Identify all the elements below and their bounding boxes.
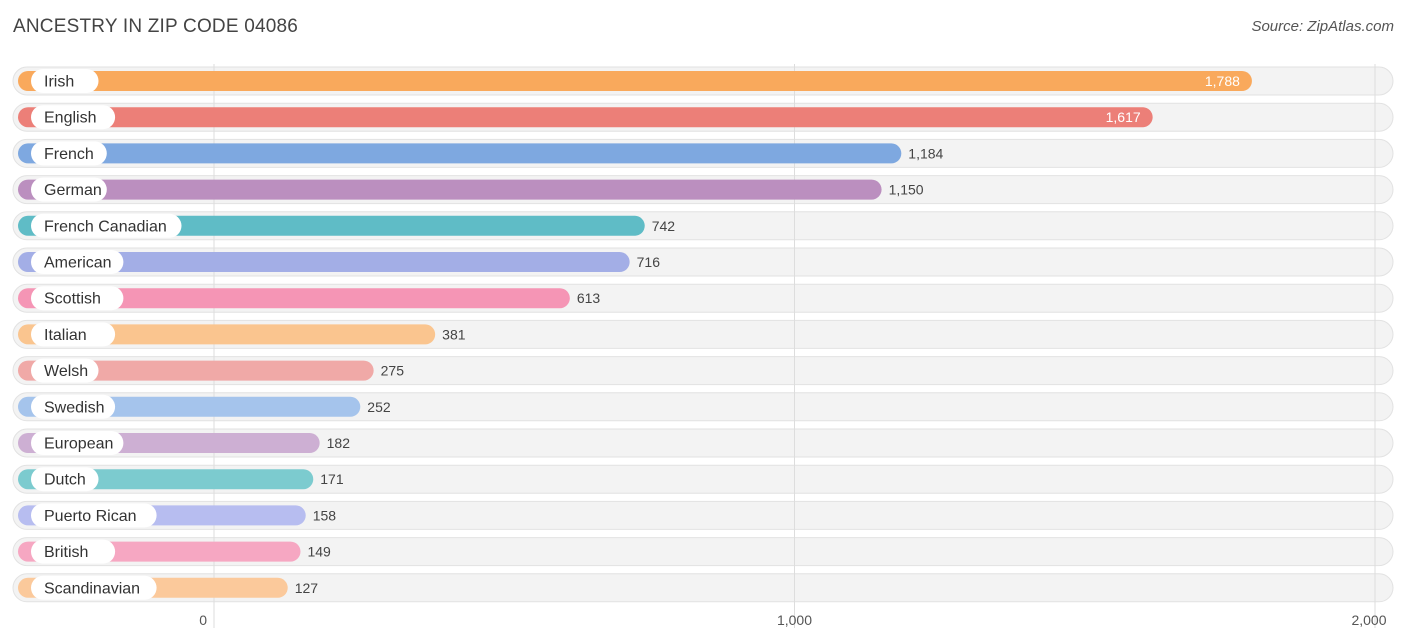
- bar: [18, 360, 374, 381]
- category-label: Irish: [44, 74, 74, 91]
- value-label: 127: [295, 580, 319, 596]
- category-label: Scottish: [44, 291, 101, 308]
- bar-row: Scottish 613: [18, 286, 601, 311]
- category-label-pill: [31, 105, 116, 130]
- chart-title: ANCESTRY IN ZIP CODE 04086: [13, 16, 299, 37]
- category-label: Dutch: [44, 472, 86, 489]
- bar: [18, 179, 882, 200]
- bar-row: American 716: [18, 250, 660, 274]
- x-tick-label: 1,000: [777, 612, 812, 628]
- value-label: 1,788: [1205, 73, 1240, 89]
- row-background: [12, 573, 1394, 603]
- value-label: 158: [313, 507, 337, 523]
- category-label-pill: [31, 467, 99, 492]
- value-label: 171: [320, 471, 344, 487]
- category-label-pill: [31, 539, 116, 564]
- bar: [18, 324, 436, 345]
- x-tick-label: 0: [199, 612, 207, 628]
- bar-row: Swedish 252: [18, 394, 391, 419]
- bar: [18, 252, 630, 272]
- category-label: Welsh: [44, 363, 88, 380]
- category-label-pill: [31, 177, 107, 202]
- category-label-pill: [31, 141, 107, 166]
- bars: Irish 1,788 English 1,617 French 1,184 German 1…: [18, 69, 1252, 600]
- bar-row: German 1,150: [18, 177, 924, 202]
- bar-row: British 149: [18, 539, 331, 564]
- bar-row: European 182: [18, 431, 350, 455]
- bar: [18, 288, 570, 309]
- value-label: 1,184: [908, 145, 943, 161]
- bar: [18, 107, 1153, 128]
- row-background: [12, 428, 1394, 458]
- category-label: French: [44, 146, 94, 163]
- value-label: 1,617: [1106, 109, 1141, 125]
- category-label-pill: [31, 503, 157, 528]
- category-label-pill: [31, 431, 124, 455]
- category-label: Swedish: [44, 399, 104, 416]
- category-label: American: [44, 255, 112, 272]
- row-background: [12, 464, 1394, 494]
- bar-row: Irish 1,788: [18, 69, 1252, 93]
- bar-row: Dutch 171: [18, 467, 344, 492]
- value-label: 742: [652, 218, 676, 234]
- row-background: [12, 392, 1394, 422]
- category-label: German: [44, 182, 102, 199]
- value-label: 381: [442, 326, 466, 342]
- bar-row: French 1,184: [18, 141, 944, 166]
- value-label: 275: [381, 363, 405, 379]
- bar-row: English 1,617: [18, 105, 1153, 130]
- bar-row: Scandinavian 127: [18, 575, 319, 600]
- category-label-pill: [31, 322, 116, 347]
- bar-row: Puerto Rican 158: [18, 503, 337, 528]
- category-label-pill: [31, 575, 157, 600]
- category-label-pill: [31, 69, 99, 93]
- value-label: 1,150: [889, 182, 924, 198]
- x-tick-label: 2,000: [1351, 612, 1386, 628]
- row-background: [12, 500, 1394, 530]
- source-note: Source: ZipAtlas.com: [1251, 18, 1394, 35]
- value-label: 182: [327, 435, 351, 451]
- category-label-pill: [31, 394, 116, 419]
- category-label-pill: [31, 358, 99, 383]
- category-label: British: [44, 544, 88, 561]
- value-label: 613: [577, 290, 601, 306]
- category-label: Scandinavian: [44, 580, 140, 597]
- bar: [18, 143, 902, 164]
- x-axis-ticks: 0 1,000 2,000: [199, 612, 1387, 628]
- category-label: Puerto Rican: [44, 508, 137, 525]
- value-label: 716: [637, 254, 661, 270]
- category-label-pill: [31, 213, 182, 238]
- value-label: 149: [307, 544, 331, 560]
- row-background: [12, 537, 1394, 567]
- category-label: French Canadian: [44, 218, 167, 235]
- bar-row: French Canadian 742: [18, 213, 676, 238]
- category-label-pill: [31, 250, 124, 274]
- bar-row: Welsh 275: [18, 358, 405, 383]
- bar-row: Italian 381: [18, 322, 466, 347]
- bar: [18, 71, 1252, 91]
- category-label: European: [44, 436, 113, 453]
- category-label: English: [44, 110, 96, 127]
- category-label: Italian: [44, 327, 87, 344]
- category-label-pill: [31, 286, 124, 311]
- value-label: 252: [367, 399, 391, 415]
